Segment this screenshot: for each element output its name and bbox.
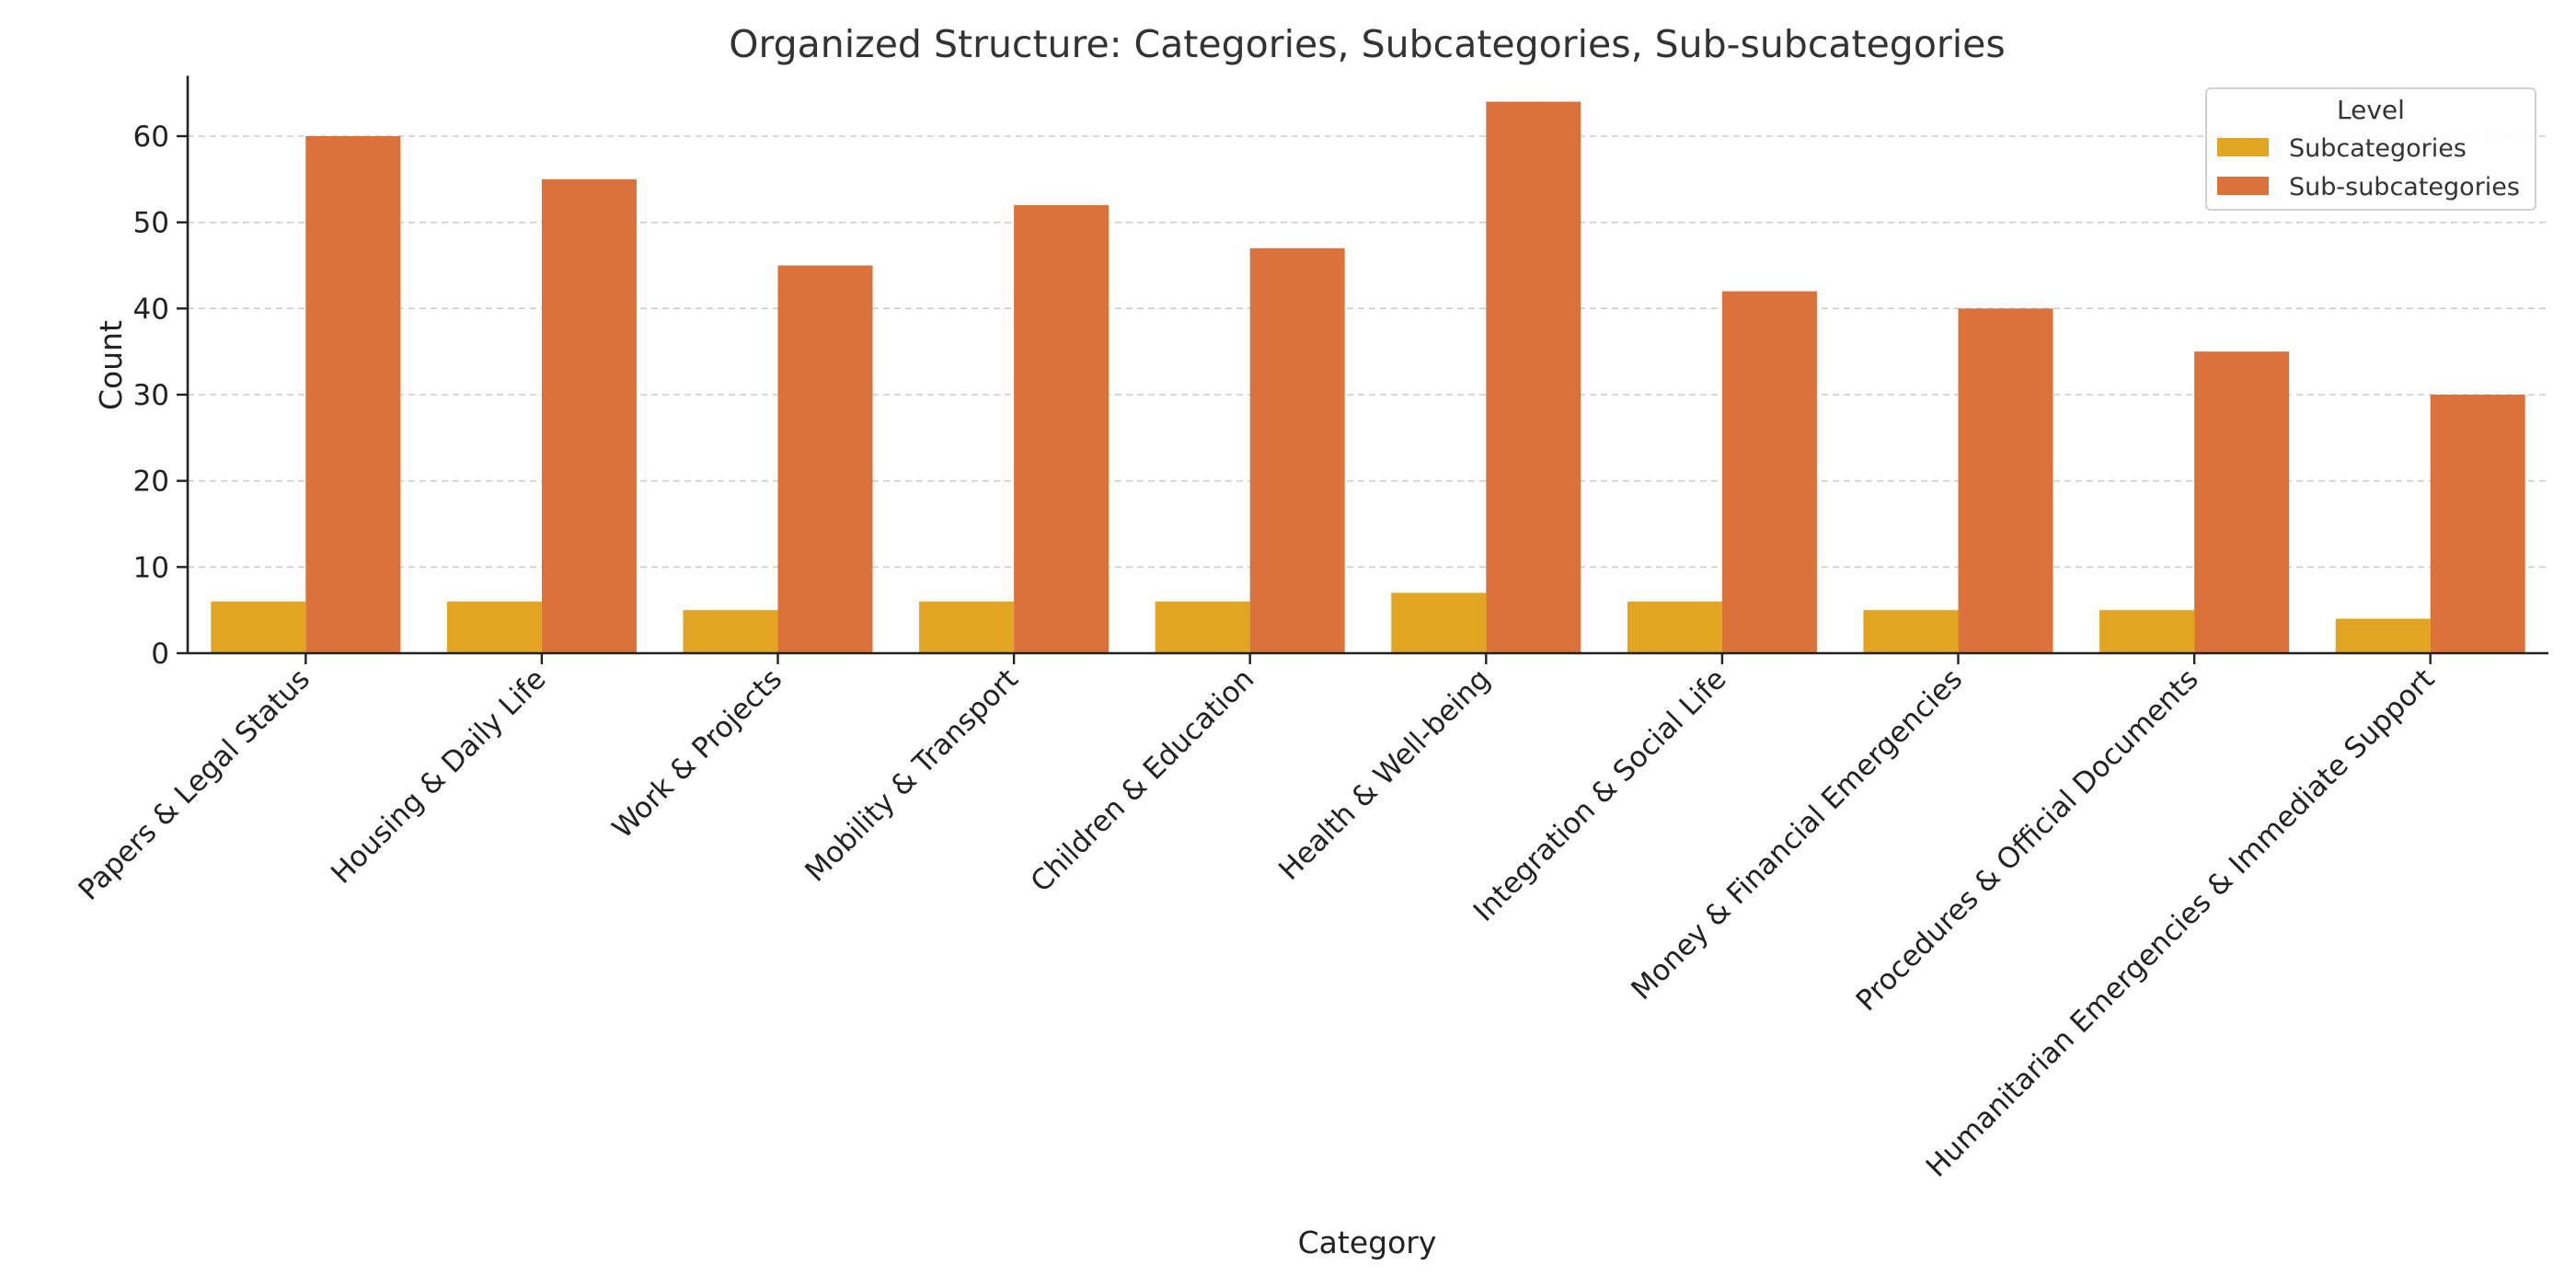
bar-sub-subcategories (1958, 308, 2053, 653)
bar-subcategories (683, 610, 778, 653)
chart-title: Organized Structure: Categories, Subcate… (729, 22, 2006, 66)
bar-subcategories (211, 601, 306, 653)
y-tick-label: 0 (151, 638, 169, 671)
legend-entry: Sub-subcategories (2289, 173, 2520, 201)
legend: Level Subcategories Sub-subcategories (2205, 87, 2536, 211)
bar-subcategories (1627, 601, 1722, 653)
bar-sub-subcategories (541, 178, 637, 654)
bar-subcategories (1391, 592, 1487, 653)
x-axis-label: Category (1298, 1225, 1437, 1260)
y-tick-label: 50 (133, 207, 169, 240)
bars (211, 101, 2525, 654)
bar-subcategories (2099, 610, 2195, 653)
x-tick-label: Papers & Legal Status (72, 662, 316, 907)
y-axis-label: Count (93, 320, 129, 410)
x-tick-label: Mobility & Transport (799, 662, 1024, 888)
legend-title: Level (2337, 95, 2405, 125)
grid (188, 135, 2548, 569)
x-tick-label: Humanitarian Emergencies & Immediate Sup… (1920, 662, 2442, 1184)
bar-subcategories (1863, 610, 1959, 653)
legend-entry: Subcategories (2289, 134, 2467, 163)
bar-sub-subcategories (305, 136, 401, 653)
axes (186, 75, 2548, 655)
bar-subcategories (1155, 601, 1250, 653)
bar-sub-subcategories (1721, 291, 1817, 653)
bar-subcategories (446, 601, 542, 653)
x-tick-label: Housing & Daily Life (325, 662, 553, 891)
bar-sub-subcategories (1249, 247, 1345, 653)
bar-sub-subcategories (1014, 204, 1110, 653)
y-tick-label: 10 (133, 551, 169, 584)
x-tick-label: Health & Well-being (1272, 662, 1497, 887)
y-tick-label: 60 (133, 121, 169, 154)
x-ticks: Papers & Legal Status Housing & Daily Lif… (72, 653, 2441, 1184)
bar-sub-subcategories (1486, 101, 1581, 654)
y-tick-label: 20 (133, 466, 169, 499)
legend-swatch (2217, 177, 2269, 195)
x-tick-label: Integration & Social Life (1467, 662, 1733, 928)
y-tick-label: 40 (133, 293, 169, 326)
bar-subcategories (919, 601, 1015, 653)
y-tick-label: 30 (133, 379, 169, 412)
legend-swatch (2217, 138, 2269, 156)
bar-sub-subcategories (2194, 351, 2290, 653)
x-tick-label: Work & Projects (606, 662, 788, 845)
legend-box (2205, 87, 2536, 211)
x-tick-label: Children & Education (1025, 662, 1261, 899)
bar-subcategories (2335, 618, 2431, 653)
y-ticks: 0 10 20 30 40 50 60 (133, 121, 188, 671)
bar-sub-subcategories (777, 265, 873, 653)
bar-sub-subcategories (2430, 395, 2525, 653)
